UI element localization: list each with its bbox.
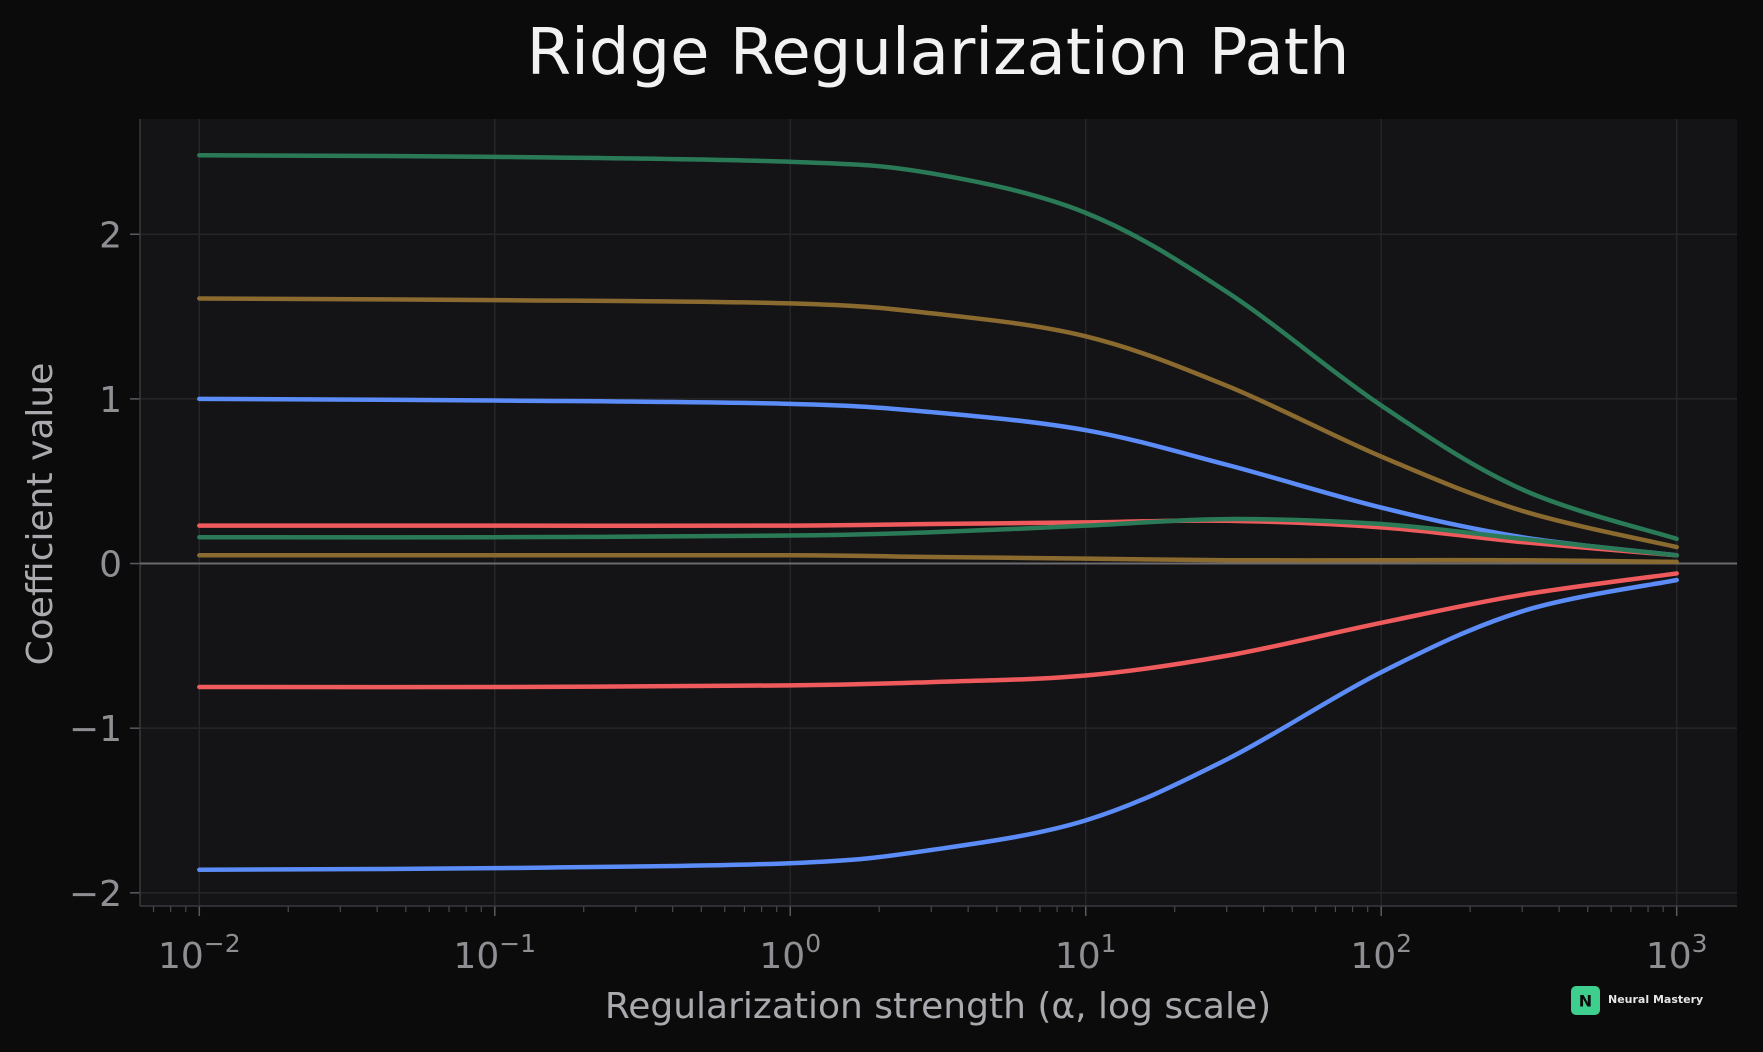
x-tick-exponent: 3 <box>1692 929 1708 958</box>
y-axis-label: Coefficient value <box>20 363 61 666</box>
x-tick-exponent: 2 <box>1396 929 1412 958</box>
x-tick-base: 10 <box>158 936 204 977</box>
coefficient-line-5 <box>197 516 1679 558</box>
x-tick-exponent: −2 <box>204 929 241 958</box>
x-tick-label: 103 <box>1646 929 1708 977</box>
x-tick-exponent: −1 <box>499 929 536 958</box>
x-axis-label: Regularization strength (α, log scale) <box>605 986 1271 1027</box>
coefficient-line-1 <box>197 152 1679 542</box>
coefficient-line-4 <box>197 518 1679 558</box>
coefficient-line-8 <box>197 577 1679 873</box>
logo-text: Neural Mastery <box>1608 993 1703 1006</box>
x-tick-label: 100 <box>759 929 821 977</box>
x-tick-base: 10 <box>759 936 805 977</box>
plot-area <box>140 119 1737 906</box>
axes <box>130 119 1737 916</box>
logo-letter: N <box>1579 992 1592 1011</box>
y-tick-label: 1 <box>99 380 122 421</box>
y-tick-label: 0 <box>99 545 122 586</box>
x-tick-label: 102 <box>1350 929 1412 977</box>
x-tick-base: 10 <box>1350 936 1396 977</box>
x-tick-base: 10 <box>453 936 499 977</box>
coefficient-line-6 <box>197 552 1679 565</box>
logo-icon <box>1571 986 1600 1015</box>
x-tick-exponent: 0 <box>805 929 821 958</box>
x-tick-base: 10 <box>1055 936 1101 977</box>
x-tick-label: 101 <box>1055 929 1117 977</box>
y-tick-label: 2 <box>99 215 122 256</box>
brand-logo: N Neural Mastery <box>1571 986 1703 1015</box>
coefficient-line-3 <box>197 396 1679 558</box>
coefficient-line-7 <box>197 571 1679 690</box>
x-tick-label: 10−2 <box>158 929 241 977</box>
x-tick-base: 10 <box>1646 936 1692 977</box>
coefficient-line-2 <box>197 296 1679 550</box>
y-tick-label: −2 <box>69 874 122 915</box>
chart-title: Ridge Regularization Path <box>527 16 1350 90</box>
x-tick-label: 10−1 <box>453 929 536 977</box>
series-lines <box>197 152 1679 873</box>
x-tick-exponent: 1 <box>1101 929 1117 958</box>
y-tick-label: −1 <box>69 709 122 750</box>
